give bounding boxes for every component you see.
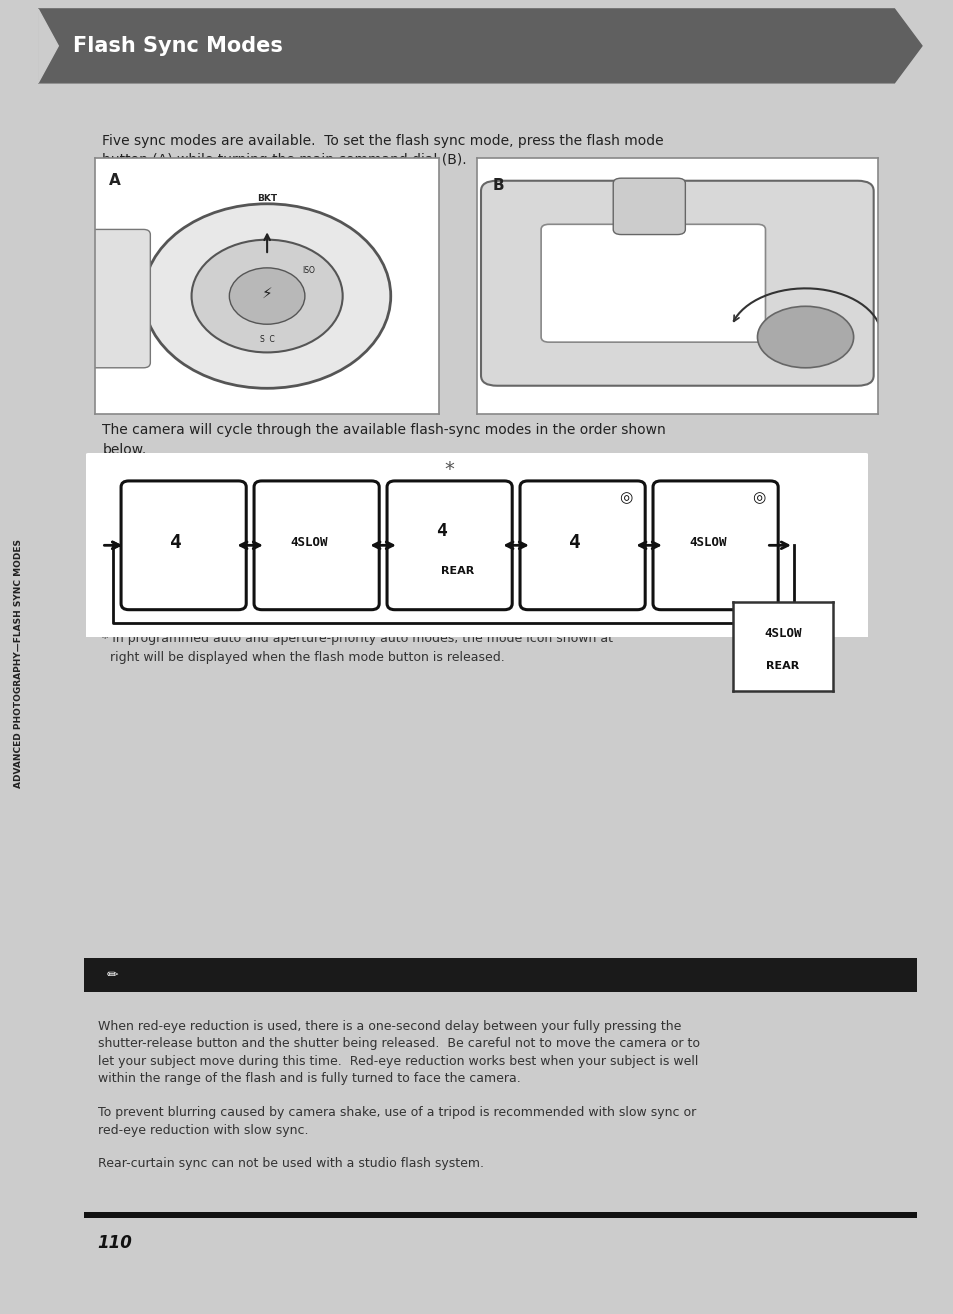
Text: To prevent blurring caused by camera shake, use of a tripod is recommended with : To prevent blurring caused by camera sha… (97, 1106, 695, 1137)
Text: ⚡: ⚡ (261, 286, 273, 301)
Text: ✏: ✏ (107, 968, 118, 982)
FancyBboxPatch shape (387, 481, 512, 610)
Circle shape (229, 268, 305, 325)
Text: ◎: ◎ (751, 490, 764, 506)
Text: S  C: S C (259, 335, 274, 344)
Polygon shape (38, 9, 58, 83)
Text: 4: 4 (170, 532, 181, 552)
FancyBboxPatch shape (121, 481, 246, 610)
FancyBboxPatch shape (613, 179, 684, 234)
Text: 4SLOW: 4SLOW (763, 627, 801, 640)
Text: A: A (109, 173, 121, 188)
Text: REAR: REAR (440, 566, 474, 576)
FancyBboxPatch shape (84, 1212, 917, 1218)
Text: When red-eye reduction is used, there is a one-second delay between your fully p: When red-eye reduction is used, there is… (97, 1020, 699, 1085)
Text: *: * (444, 460, 454, 480)
Circle shape (143, 204, 391, 389)
Text: Five sync modes are available.  To set the flash sync mode, press the flash mode: Five sync modes are available. To set th… (102, 134, 663, 167)
Text: ◎: ◎ (618, 490, 632, 506)
Text: 4SLOW: 4SLOW (290, 536, 327, 549)
FancyBboxPatch shape (540, 225, 764, 342)
Text: Flash Sync Modes: Flash Sync Modes (72, 35, 282, 57)
FancyBboxPatch shape (480, 181, 873, 386)
Text: B: B (493, 179, 504, 193)
Circle shape (757, 306, 853, 368)
Text: BKT: BKT (256, 194, 277, 204)
FancyBboxPatch shape (89, 230, 151, 368)
FancyBboxPatch shape (519, 481, 644, 610)
Text: 4: 4 (436, 523, 447, 540)
Text: ISO: ISO (301, 265, 314, 275)
FancyBboxPatch shape (652, 481, 778, 610)
FancyBboxPatch shape (82, 452, 871, 639)
Polygon shape (38, 9, 921, 83)
Text: * In programmed auto and aperture-priority auto modes, the mode icon shown at
  : * In programmed auto and aperture-priori… (102, 632, 613, 664)
Text: ADVANCED PHOTOGRAPHY—FLASH SYNC MODES: ADVANCED PHOTOGRAPHY—FLASH SYNC MODES (13, 539, 23, 788)
Text: 110: 110 (97, 1234, 132, 1252)
FancyBboxPatch shape (253, 481, 378, 610)
Text: REAR: REAR (765, 661, 799, 671)
FancyBboxPatch shape (84, 958, 917, 992)
Text: 4SLOW: 4SLOW (688, 536, 726, 549)
Text: Rear-curtain sync can not be used with a studio flash system.: Rear-curtain sync can not be used with a… (97, 1158, 483, 1171)
Text: 4: 4 (568, 532, 580, 552)
Text: The camera will cycle through the available flash-sync modes in the order shown
: The camera will cycle through the availa… (102, 423, 665, 457)
Circle shape (192, 239, 342, 352)
